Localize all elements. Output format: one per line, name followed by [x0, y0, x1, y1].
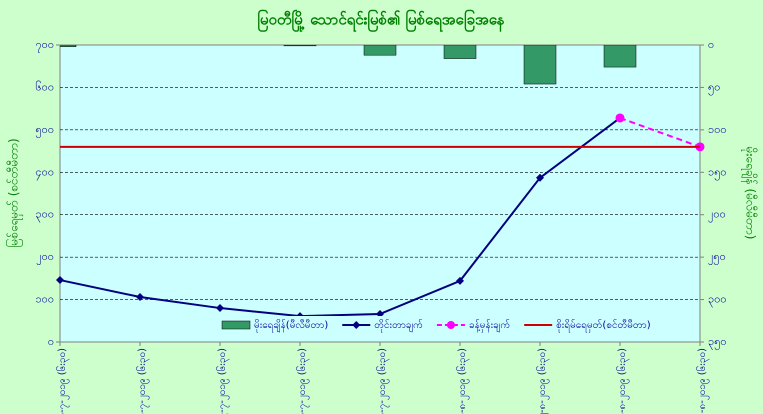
bar: [60, 45, 77, 47]
x-tick-label: ၃၀-၇-၂၀၁၉ (၆း၃၀): [295, 348, 310, 414]
y-tick-label: ၃၀၀: [35, 208, 54, 223]
y-tick-label: ၄၀၀: [35, 165, 54, 180]
x-tick-label: ၃-၈-၂၀၁၉ (၆း၃၀): [615, 348, 630, 414]
bar: [283, 45, 317, 47]
y2-tick-label: ၂၅၀: [708, 250, 726, 265]
x-tick-label: ၂၈-၇-၂၀၁၉ (၆း၃၀): [135, 348, 150, 414]
point: [615, 113, 625, 123]
x-tick-label: ၂၉-၇-၂၀၁၉ (၆း၃၀): [215, 348, 230, 414]
legend-label: စိုးရိမ်ရေမှတ်(စင်တီမီတာ): [556, 318, 651, 333]
bar: [443, 45, 477, 59]
y2-tick-label: ၃၅၀: [708, 335, 727, 350]
y-tick-label: ၅၀၀: [35, 123, 54, 138]
y2-tick-label: ၁၅၀: [708, 165, 727, 180]
series-line: [619, 117, 701, 148]
x-tick-label: ၄-၈-၂၀၁၉ (၆း၃၀): [695, 348, 710, 414]
x-tick-label: ၂-၈-၂၀၁၉ (၆း၃၀): [535, 348, 550, 414]
y2-tick-label: ၃၀၀: [708, 293, 727, 308]
bar: [363, 45, 397, 56]
legend-label: မိုးရေချိန်(မီလီမီတာ): [254, 318, 328, 333]
point: [216, 304, 224, 313]
series-line: [59, 117, 621, 318]
x-tick-label: ၁-၈-၂၀၁၉ (၆း၃၀): [455, 348, 470, 414]
point: [136, 293, 144, 302]
y2-tick-label: ၀: [708, 38, 714, 51]
legend-label: တိုင်းတာချက်: [374, 318, 423, 333]
x-tick-label: ၂၇-၇-၂၀၁၉ (၆း၃၀): [55, 348, 70, 414]
point: [456, 276, 464, 285]
legend-marker: [446, 321, 455, 329]
bar: [603, 45, 637, 68]
x-tick-label: ၃၁-၇-၂၀၁၉ (၆း၃၀): [375, 348, 390, 414]
point: [536, 173, 544, 182]
legend-label: ခန့်မှန်းချက်: [469, 318, 510, 333]
bar: [523, 45, 557, 85]
y2-axis-label: မိုးရေချိန် (မီလီမီတာ): [741, 147, 759, 240]
plot-area: [59, 44, 701, 343]
chart-title: မြဝတီမြို့ သောင်ရင်းမြစ်၏ မြစ်ရေအခြေအနေ: [257, 9, 505, 33]
y2-tick-label: ၂၀၀: [708, 208, 726, 223]
point: [376, 309, 384, 318]
y-axis-label: မြစ်ရေမှတ် (စင်တီမီတာ): [5, 138, 24, 247]
legend-box: [220, 316, 698, 334]
y-tick-label: ၇၀၀: [35, 38, 54, 53]
y-tick-label: ၀: [48, 335, 54, 348]
y-tick-label: ၁၀၀: [35, 293, 54, 306]
y2-tick-label: ၅၀: [708, 80, 720, 95]
point: [56, 276, 64, 285]
y-tick-label: ၆၀၀: [35, 80, 54, 93]
legend-marker: [352, 321, 361, 329]
legend-key: [221, 320, 251, 330]
y-tick-label: ၂၀၀: [36, 250, 54, 265]
y2-tick-label: ၁၀၀: [708, 123, 727, 136]
